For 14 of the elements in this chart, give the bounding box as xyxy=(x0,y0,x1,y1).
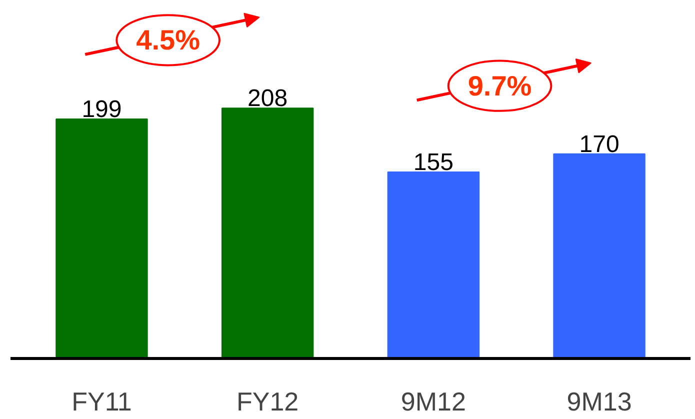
x-tick-label: FY11 xyxy=(72,386,132,416)
x-tick-label: FY12 xyxy=(236,386,299,416)
data-label: 170 xyxy=(579,130,620,158)
bar xyxy=(56,118,148,358)
bar xyxy=(387,171,480,358)
text: 9.7% xyxy=(468,70,532,102)
data-label: 208 xyxy=(248,85,288,112)
bar xyxy=(553,153,646,358)
x-tick-label: 9M13 xyxy=(566,386,632,416)
data-label: 155 xyxy=(413,148,454,176)
text: 4.5% xyxy=(136,24,200,56)
bar xyxy=(221,108,314,358)
data-label: 199 xyxy=(82,96,122,123)
x-tick-label: 9M12 xyxy=(400,386,466,416)
